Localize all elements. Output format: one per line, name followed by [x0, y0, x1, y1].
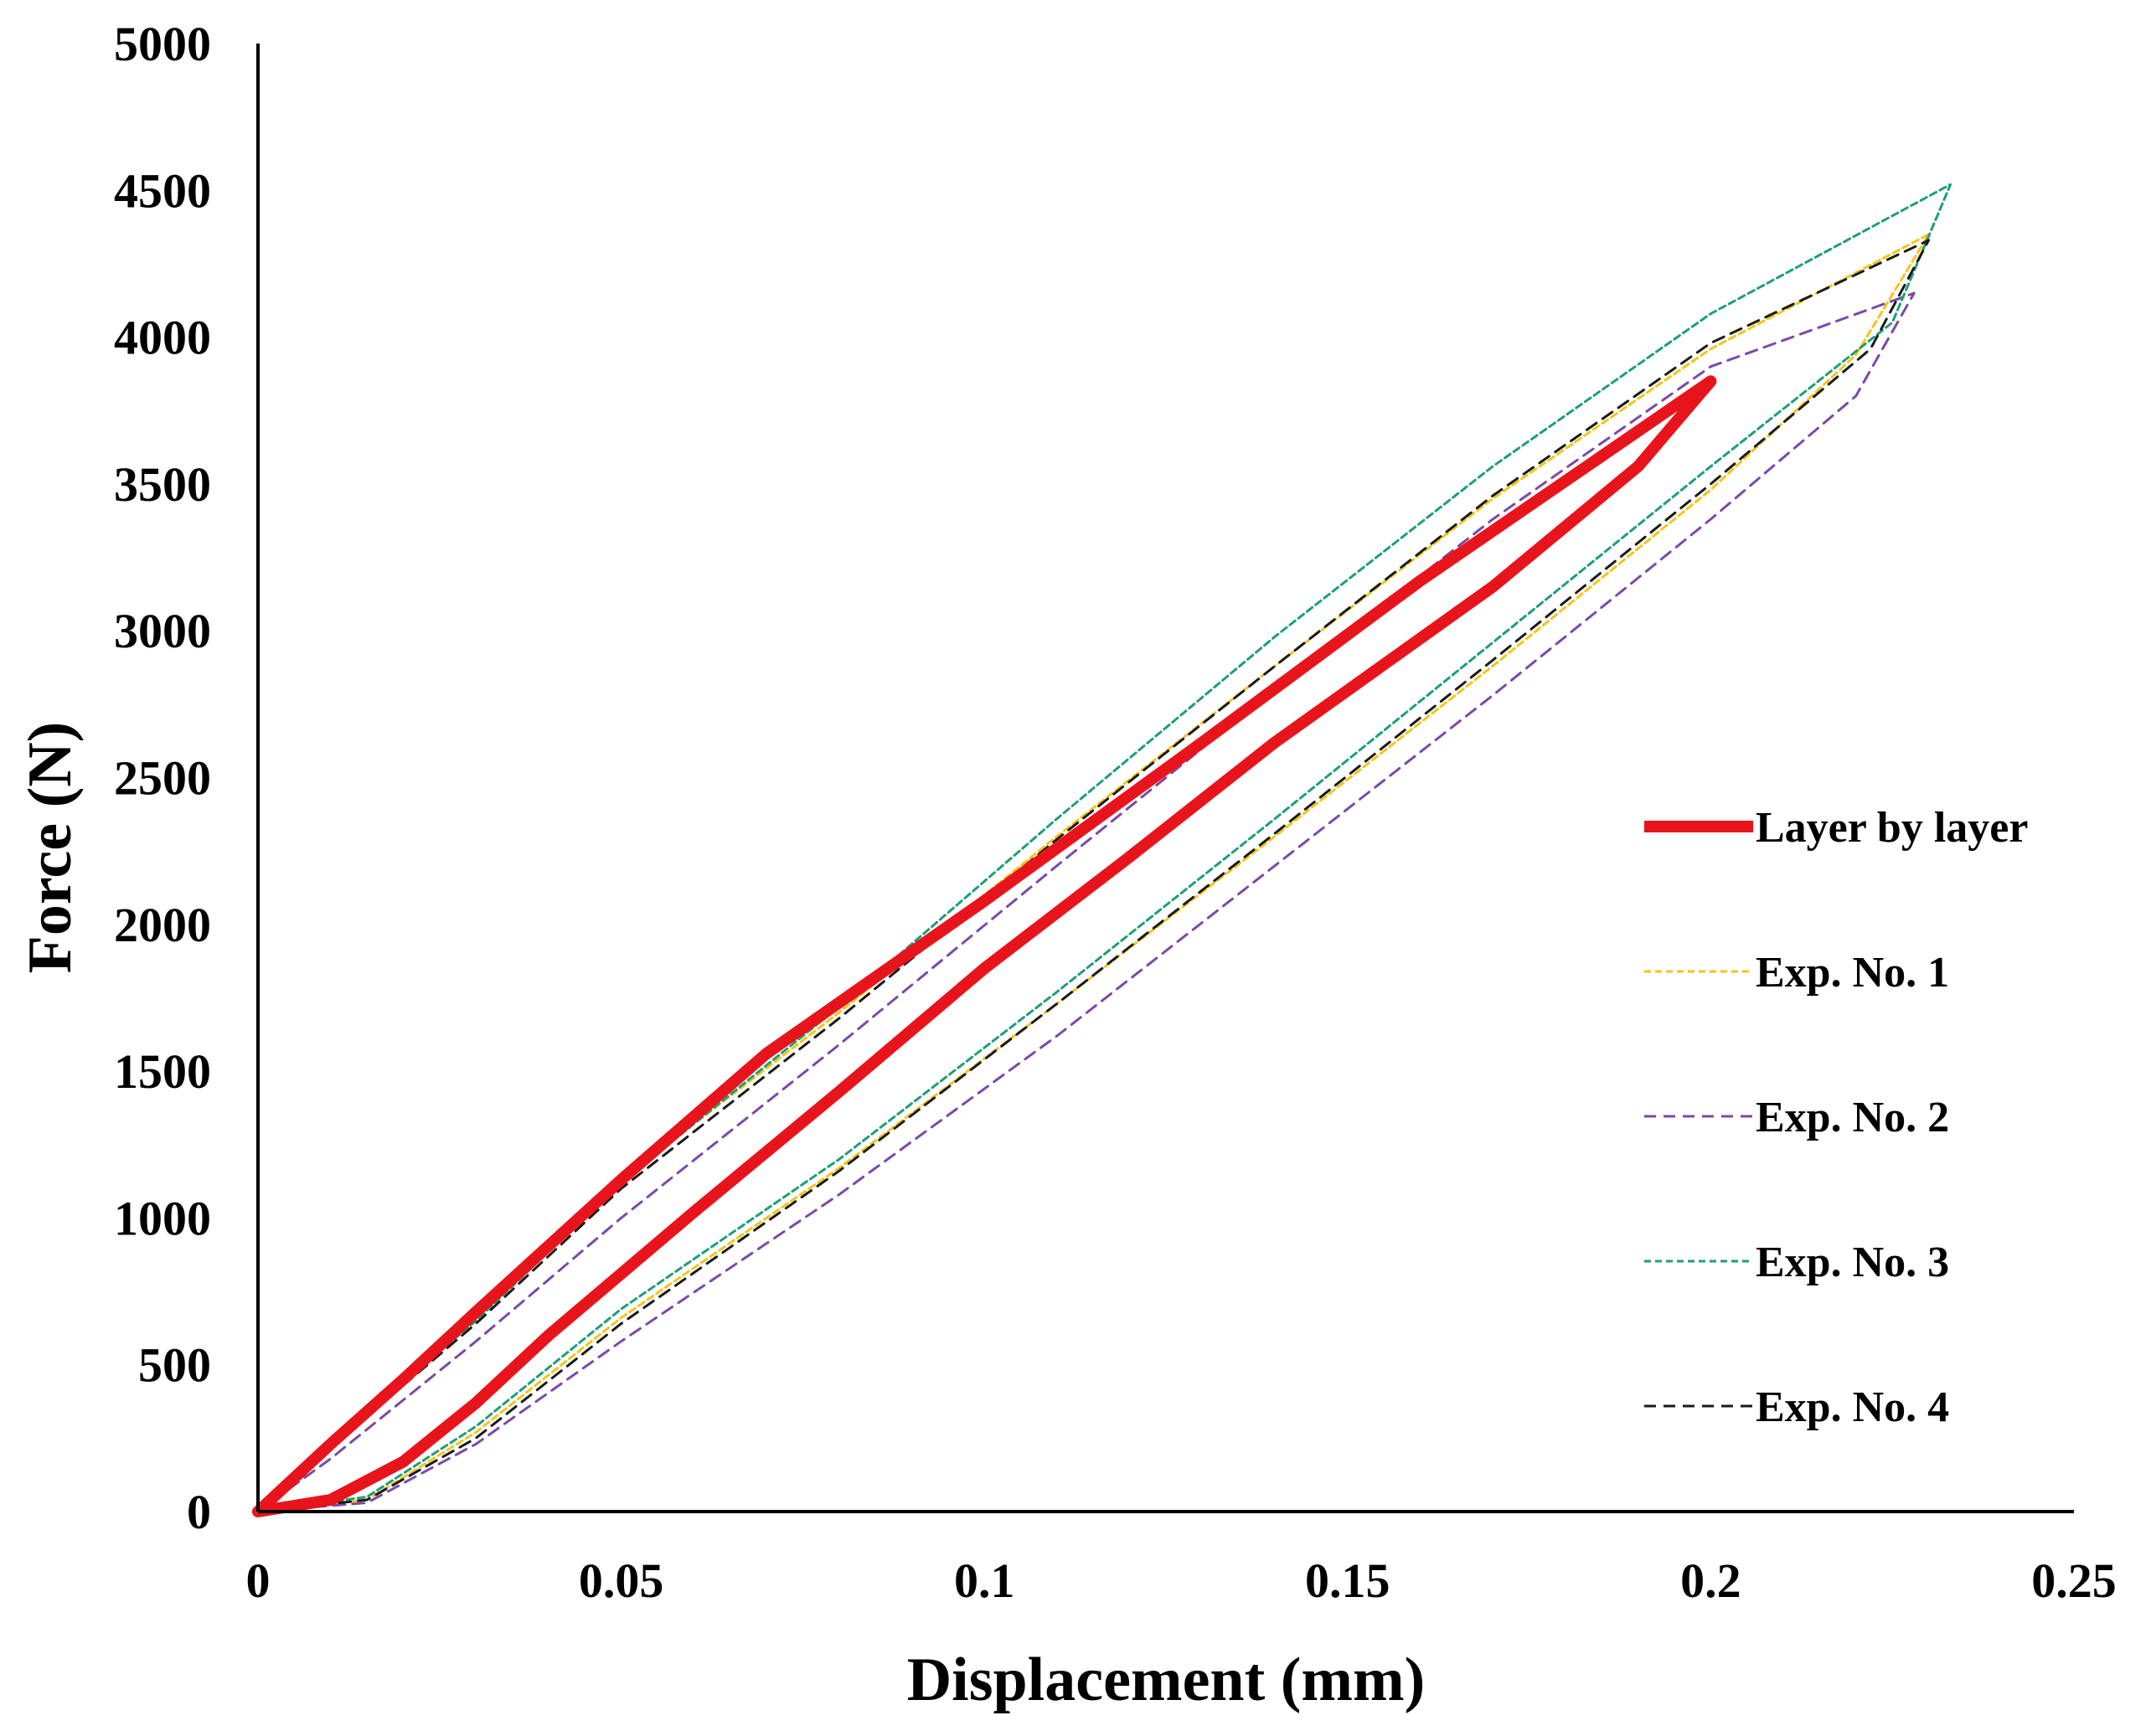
- x-tick-label: 0.25: [2031, 1553, 2117, 1608]
- y-tick-label: 2000: [114, 898, 211, 952]
- x-tick-labels: 0 0.05 0.1 0.15 0.2 0.25: [246, 1553, 2117, 1608]
- legend-label-3: Exp. No. 2: [1756, 1094, 1949, 1141]
- y-tick-label: 5000: [114, 17, 211, 71]
- x-tick-label: 0.05: [579, 1553, 664, 1608]
- legend: Layer by layer Exp. No. 1 Exp. No. 2 Exp. N…: [1644, 804, 2028, 1431]
- x-axis-title: Displacement (mm): [907, 1646, 1426, 1714]
- x-tick-label: 0.2: [1680, 1553, 1741, 1608]
- y-tick-label: 4000: [114, 311, 211, 365]
- y-tick-label: 3500: [114, 457, 211, 512]
- legend-label-4: Exp. No. 3: [1756, 1239, 1949, 1286]
- y-axis-title: Force (N): [16, 722, 85, 974]
- y-tick-label: 0: [187, 1485, 211, 1539]
- y-tick-label: 4500: [114, 163, 211, 218]
- x-tick-label: 0.1: [954, 1553, 1015, 1608]
- series-layer: [252, 183, 1952, 1517]
- y-tick-label: 1000: [114, 1191, 211, 1245]
- y-tick-label: 1500: [114, 1044, 211, 1099]
- series-line-4: [256, 183, 1952, 1513]
- legend-label-1: Layer by layer: [1756, 804, 2028, 852]
- y-tick-label: 3000: [114, 604, 211, 658]
- y-tick-label: 500: [138, 1338, 211, 1393]
- legend-label-2: Exp. No. 1: [1756, 949, 1949, 997]
- series-line-3: [256, 291, 1916, 1513]
- legend-label-5: Exp. No. 4: [1756, 1383, 1949, 1431]
- series-line-1: [252, 375, 1717, 1517]
- y-tick-label: 2500: [114, 751, 211, 806]
- series-line-5: [256, 239, 1931, 1513]
- x-tick-label: 0: [246, 1553, 271, 1608]
- y-tick-labels: 0 500 1000 1500 2000 2500 3000 3500 4000 4500 5000: [114, 17, 211, 1539]
- x-tick-label: 0.15: [1305, 1553, 1390, 1608]
